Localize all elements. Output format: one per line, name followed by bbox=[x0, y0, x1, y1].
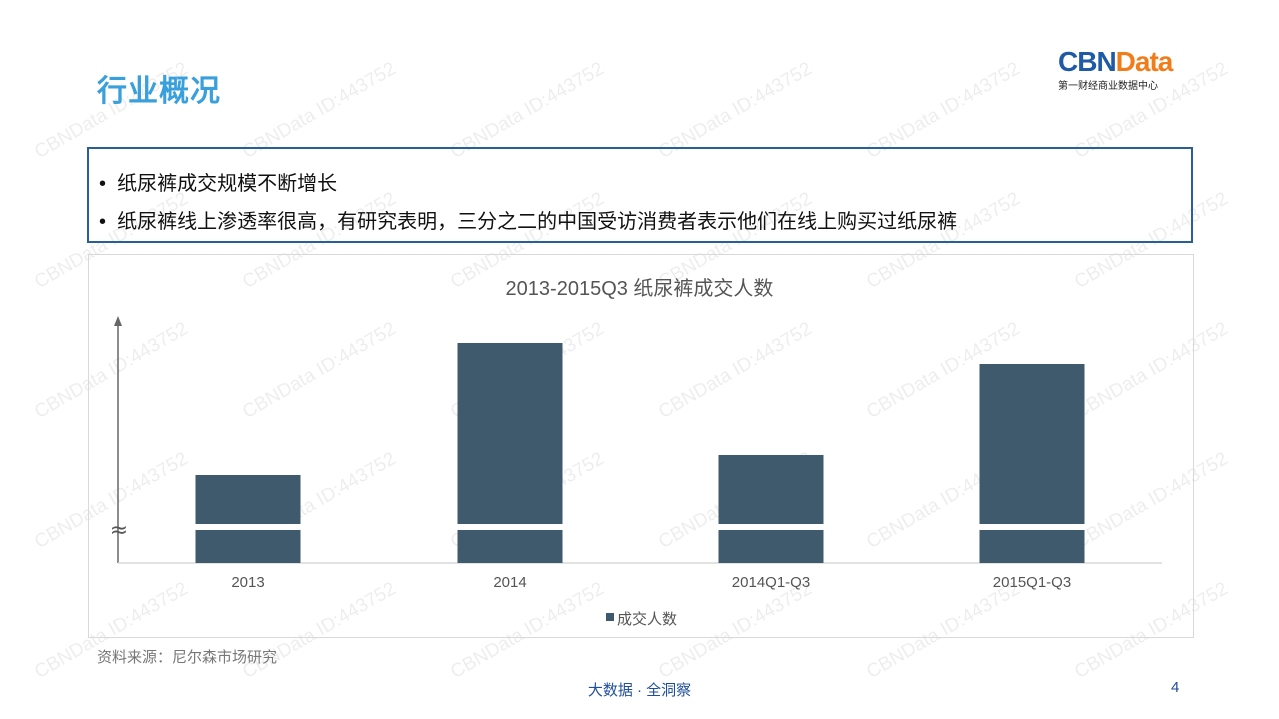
bullet-text: 纸尿裤成交规模不断增长 bbox=[117, 173, 338, 195]
page-number: 4 bbox=[1171, 679, 1180, 696]
x-tick-label: 2014Q1-Q3 bbox=[732, 574, 810, 591]
x-tick-label: 2014 bbox=[493, 574, 526, 591]
footer-slogan: 大数据 · 全洞察 bbox=[587, 682, 692, 699]
logo-text-cbn: CBN bbox=[1058, 46, 1117, 77]
x-tick-label: 2015Q1-Q3 bbox=[993, 574, 1071, 591]
axis-break-gap bbox=[717, 524, 825, 530]
y-axis-arrow-icon bbox=[114, 316, 122, 326]
cbndata-logo: CBNData 第一财经商业数据中心 bbox=[1058, 46, 1174, 93]
logo-tagline: 第一财经商业数据中心 bbox=[1058, 81, 1158, 92]
axis-break-icon: ≈ bbox=[110, 518, 128, 543]
bar-2013 bbox=[195, 475, 301, 563]
axis-break-gap bbox=[456, 524, 564, 530]
bar-2014Q1-Q3 bbox=[718, 455, 824, 563]
chart-frame bbox=[88, 254, 1194, 638]
bullet-item: • 纸尿裤成交规模不断增长 bbox=[99, 173, 338, 195]
axis-break-gap bbox=[194, 524, 302, 530]
logo-text-data: Data bbox=[1115, 46, 1174, 77]
summary-box: • 纸尿裤成交规模不断增长 • 纸尿裤线上渗透率很高，有研究表明，三分之二的中国… bbox=[87, 147, 1193, 243]
bullet-text: 纸尿裤线上渗透率很高，有研究表明，三分之二的中国受访消费者表示他们在线上购买过纸… bbox=[117, 211, 958, 233]
legend-label: 成交人数 bbox=[617, 610, 677, 628]
x-tick-label: 2013 bbox=[231, 574, 264, 591]
axis-break-gap bbox=[978, 524, 1086, 530]
bar-2015Q1-Q3 bbox=[979, 364, 1085, 563]
chart-title: 2013-2015Q3 纸尿裤成交人数 bbox=[505, 278, 774, 300]
source-note: 资料来源：尼尔森市场研究 bbox=[97, 649, 278, 666]
page-title: 行业概况 bbox=[97, 75, 221, 108]
bullet-item: • 纸尿裤线上渗透率很高，有研究表明，三分之二的中国受访消费者表示他们在线上购买… bbox=[99, 211, 958, 233]
legend-swatch bbox=[606, 613, 614, 621]
